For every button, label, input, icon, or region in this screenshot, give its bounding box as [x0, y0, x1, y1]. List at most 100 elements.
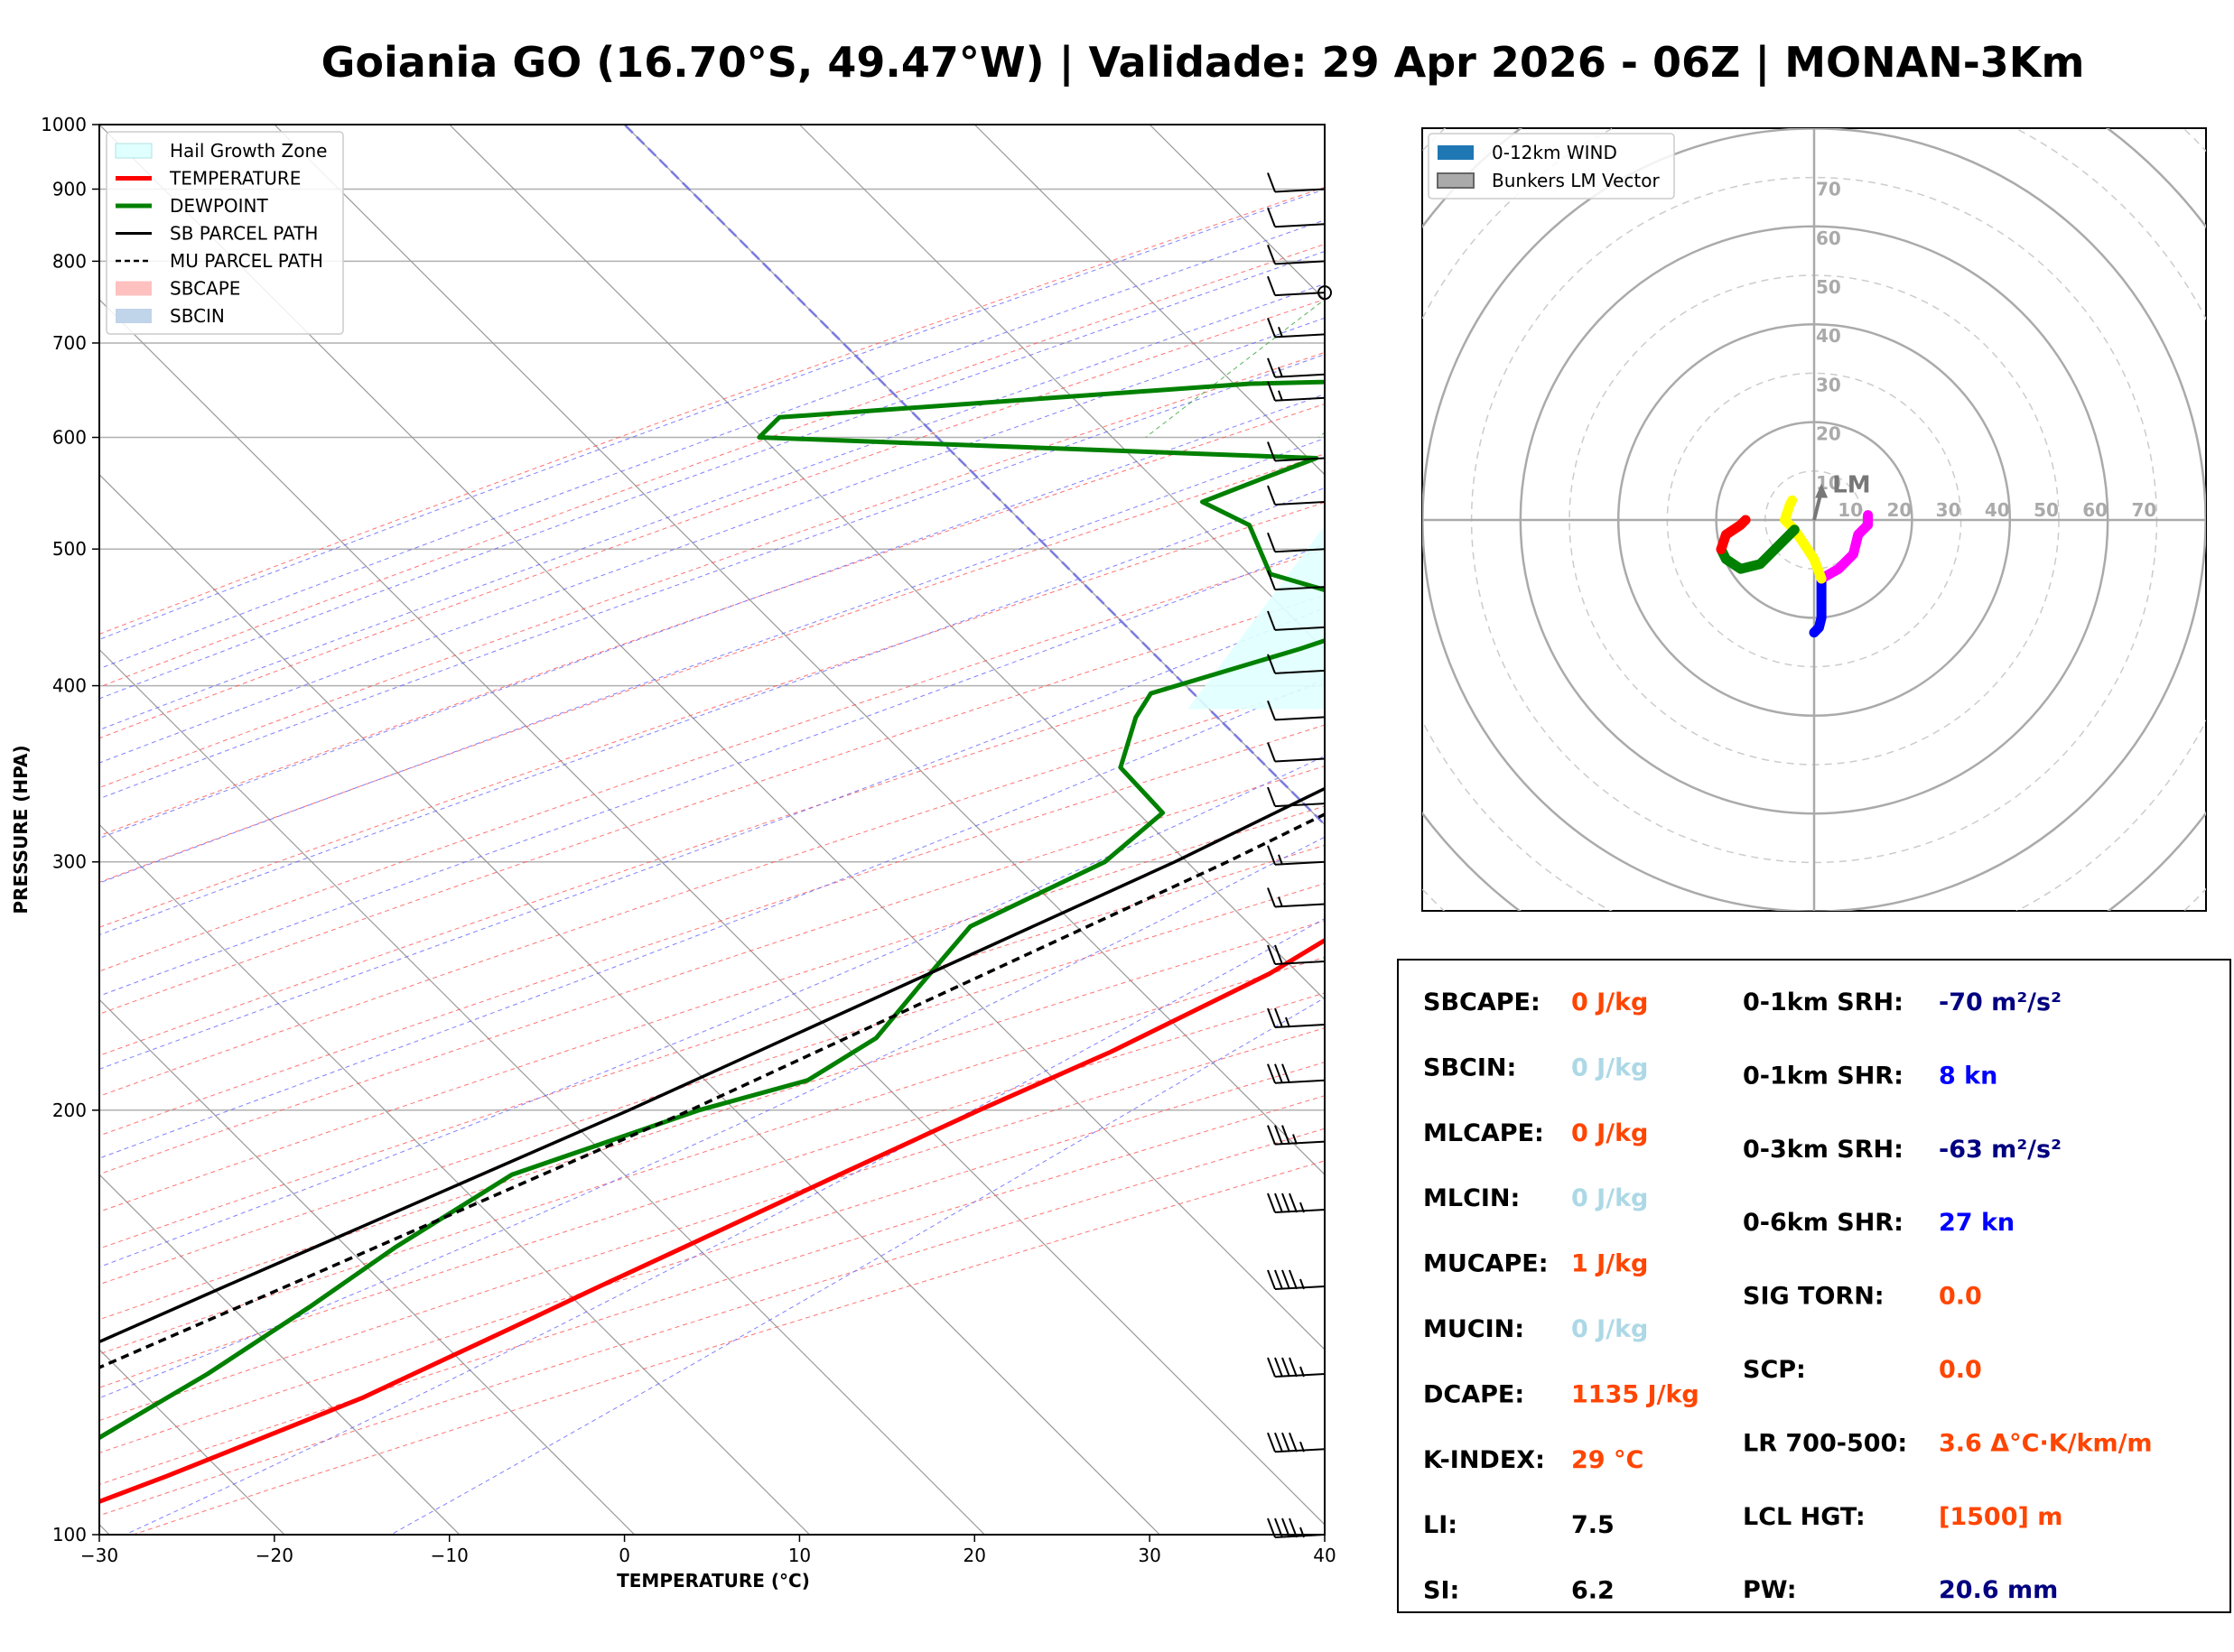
index-label: DCAPE: — [1423, 1380, 1524, 1408]
page-title: Goiania GO (16.70°S, 49.47°W) | Validade… — [321, 38, 2085, 88]
wind-barb-flag — [1267, 1125, 1276, 1145]
index-label: SCP: — [1743, 1356, 1806, 1384]
wind-barb-flag — [1274, 1269, 1283, 1290]
mixing-ratio-line — [1145, 299, 1325, 438]
wind-barb-half — [1278, 390, 1283, 402]
index-value: -63 m²/s² — [1939, 1136, 2062, 1164]
index-value: 29 °C — [1571, 1446, 1643, 1474]
legend-label: 0-12km WIND — [1492, 142, 1617, 163]
wind-barb-flag — [1274, 1517, 1283, 1538]
series-line-temperature — [99, 937, 1325, 1505]
wind-barb-flag — [1267, 1357, 1276, 1378]
wind-barb-staff — [1274, 903, 1326, 908]
legend-swatch — [1437, 172, 1475, 189]
x-tick-label: −30 — [80, 1545, 118, 1566]
dry-adiabat — [99, 594, 1325, 1015]
dry-adiabat — [99, 724, 1325, 1137]
legend-label: Hail Growth Zone — [170, 140, 327, 162]
wind-barb-flag — [1267, 654, 1276, 674]
dry-adiabat — [99, 243, 1325, 688]
index-label: SI: — [1423, 1577, 1459, 1605]
hodograph-segment — [1816, 510, 1874, 584]
x-tick-label: 20 — [963, 1545, 986, 1566]
index-value: 0.0 — [1939, 1356, 1982, 1384]
legend-swatch — [1438, 145, 1474, 160]
calm-wind-circle — [1317, 285, 1332, 301]
skew-t-chart: −30 −20 −10 0 10 20 30 40 1000 900 800 700 600 500 400… — [10, 114, 1336, 1592]
wind-barb-flag — [1274, 1432, 1283, 1452]
wind-barb-staff — [1274, 1079, 1326, 1084]
index-label: SBCIN: — [1423, 1053, 1516, 1081]
isotherm — [99, 299, 1325, 1526]
hodograph-segment — [1809, 573, 1827, 638]
wind-barb-staff — [1274, 396, 1326, 402]
index-value: -70 m²/s² — [1939, 988, 2062, 1016]
moist-adiabat — [99, 219, 1325, 670]
wind-barb-half — [1299, 1527, 1305, 1538]
wind-barb-staff — [1274, 1209, 1326, 1214]
y-tick-label: 800 — [52, 250, 87, 272]
index-value: [1500] m — [1939, 1503, 2062, 1531]
bunkers-lm-arrowhead — [1815, 483, 1829, 498]
legend-label: SBCAPE — [170, 278, 240, 300]
index-label: MUCAPE: — [1423, 1250, 1549, 1278]
wind-barb-flag — [1267, 701, 1276, 720]
wind-barb-flag — [1267, 207, 1276, 227]
moist-adiabat — [99, 543, 1325, 997]
wind-barb-flag — [1267, 357, 1276, 378]
index-label: LI: — [1423, 1511, 1457, 1539]
hodo-legend-box — [1428, 133, 1675, 200]
wind-barb-half — [1278, 854, 1283, 866]
wind-barb-flag — [1267, 485, 1276, 506]
wind-barb-flag — [1267, 1432, 1276, 1452]
hodograph-ring-label: 50 — [2034, 499, 2059, 521]
hodograph-ring-label: 60 — [2082, 499, 2108, 521]
legend-label: DEWPOINT — [170, 195, 268, 217]
legend-label: MU PARCEL PATH — [170, 250, 323, 272]
index-value: 3.6 Δ°C·K/km/m — [1939, 1429, 2153, 1457]
legend-label: SBCIN — [170, 305, 225, 327]
index-value: 1135 J/kg — [1571, 1380, 1699, 1408]
wind-barb-staff — [1274, 1140, 1326, 1146]
wind-barb-staff — [1274, 626, 1326, 631]
legend-swatch — [116, 281, 152, 296]
index-value: 6.2 — [1571, 1577, 1615, 1605]
index-value: 0 J/kg — [1571, 1315, 1648, 1343]
wind-barb-staff — [1274, 860, 1326, 866]
index-label: 0-3km SRH: — [1743, 1136, 1904, 1164]
index-label: PW: — [1743, 1576, 1797, 1604]
legend-box — [106, 131, 344, 335]
isotherm — [99, 998, 636, 1535]
wind-barb-flag — [1267, 610, 1276, 631]
wind-barb-flag — [1267, 845, 1276, 866]
wind-barb-flag — [1267, 1193, 1276, 1213]
legend-label: TEMPERATURE — [169, 168, 301, 190]
wind-barb-flag — [1289, 1193, 1298, 1213]
wind-barb-flag — [1267, 532, 1276, 552]
index-label: LR 700-500: — [1743, 1429, 1907, 1457]
skew-t-frame — [98, 124, 1326, 1536]
wind-barb-flag — [1274, 1125, 1283, 1145]
wind-barb-flag — [1267, 1517, 1276, 1538]
isotherm — [99, 125, 1325, 1350]
wind-barb-flag — [1267, 1269, 1276, 1290]
x-axis-label: TEMPERATURE (°C) — [617, 1570, 810, 1592]
wind-barb-staff — [1274, 1448, 1326, 1453]
indices-panel: SBCAPE: 0 J/kg SBCIN: 0 J/kg MLCAPE: 0 J/kg ML… — [1397, 959, 2231, 1613]
wind-barb-half — [1299, 1202, 1305, 1213]
wind-barb-flag — [1267, 944, 1276, 965]
wind-barb-half — [1278, 896, 1283, 907]
y-tick-label: 400 — [52, 675, 87, 697]
hodograph-segment — [1716, 515, 1751, 554]
index-value: 0 J/kg — [1571, 1119, 1648, 1147]
index-value: 27 kn — [1939, 1209, 2015, 1237]
index-value: 0 J/kg — [1571, 1053, 1648, 1081]
series-line-sb-parcel-path — [99, 786, 1325, 1344]
wind-barb-flag — [1274, 944, 1283, 965]
wind-barb-flag — [1267, 570, 1276, 590]
hodograph-legend: 0-12km WIND Bunkers LM Vector — [1428, 133, 1675, 200]
wind-barb-half — [1278, 367, 1283, 378]
wind-barb-flag — [1281, 1269, 1290, 1290]
indices-rows: SBCAPE: 0 J/kg SBCIN: 0 J/kg MLCAPE: 0 J/kg ML… — [1423, 988, 2153, 1605]
